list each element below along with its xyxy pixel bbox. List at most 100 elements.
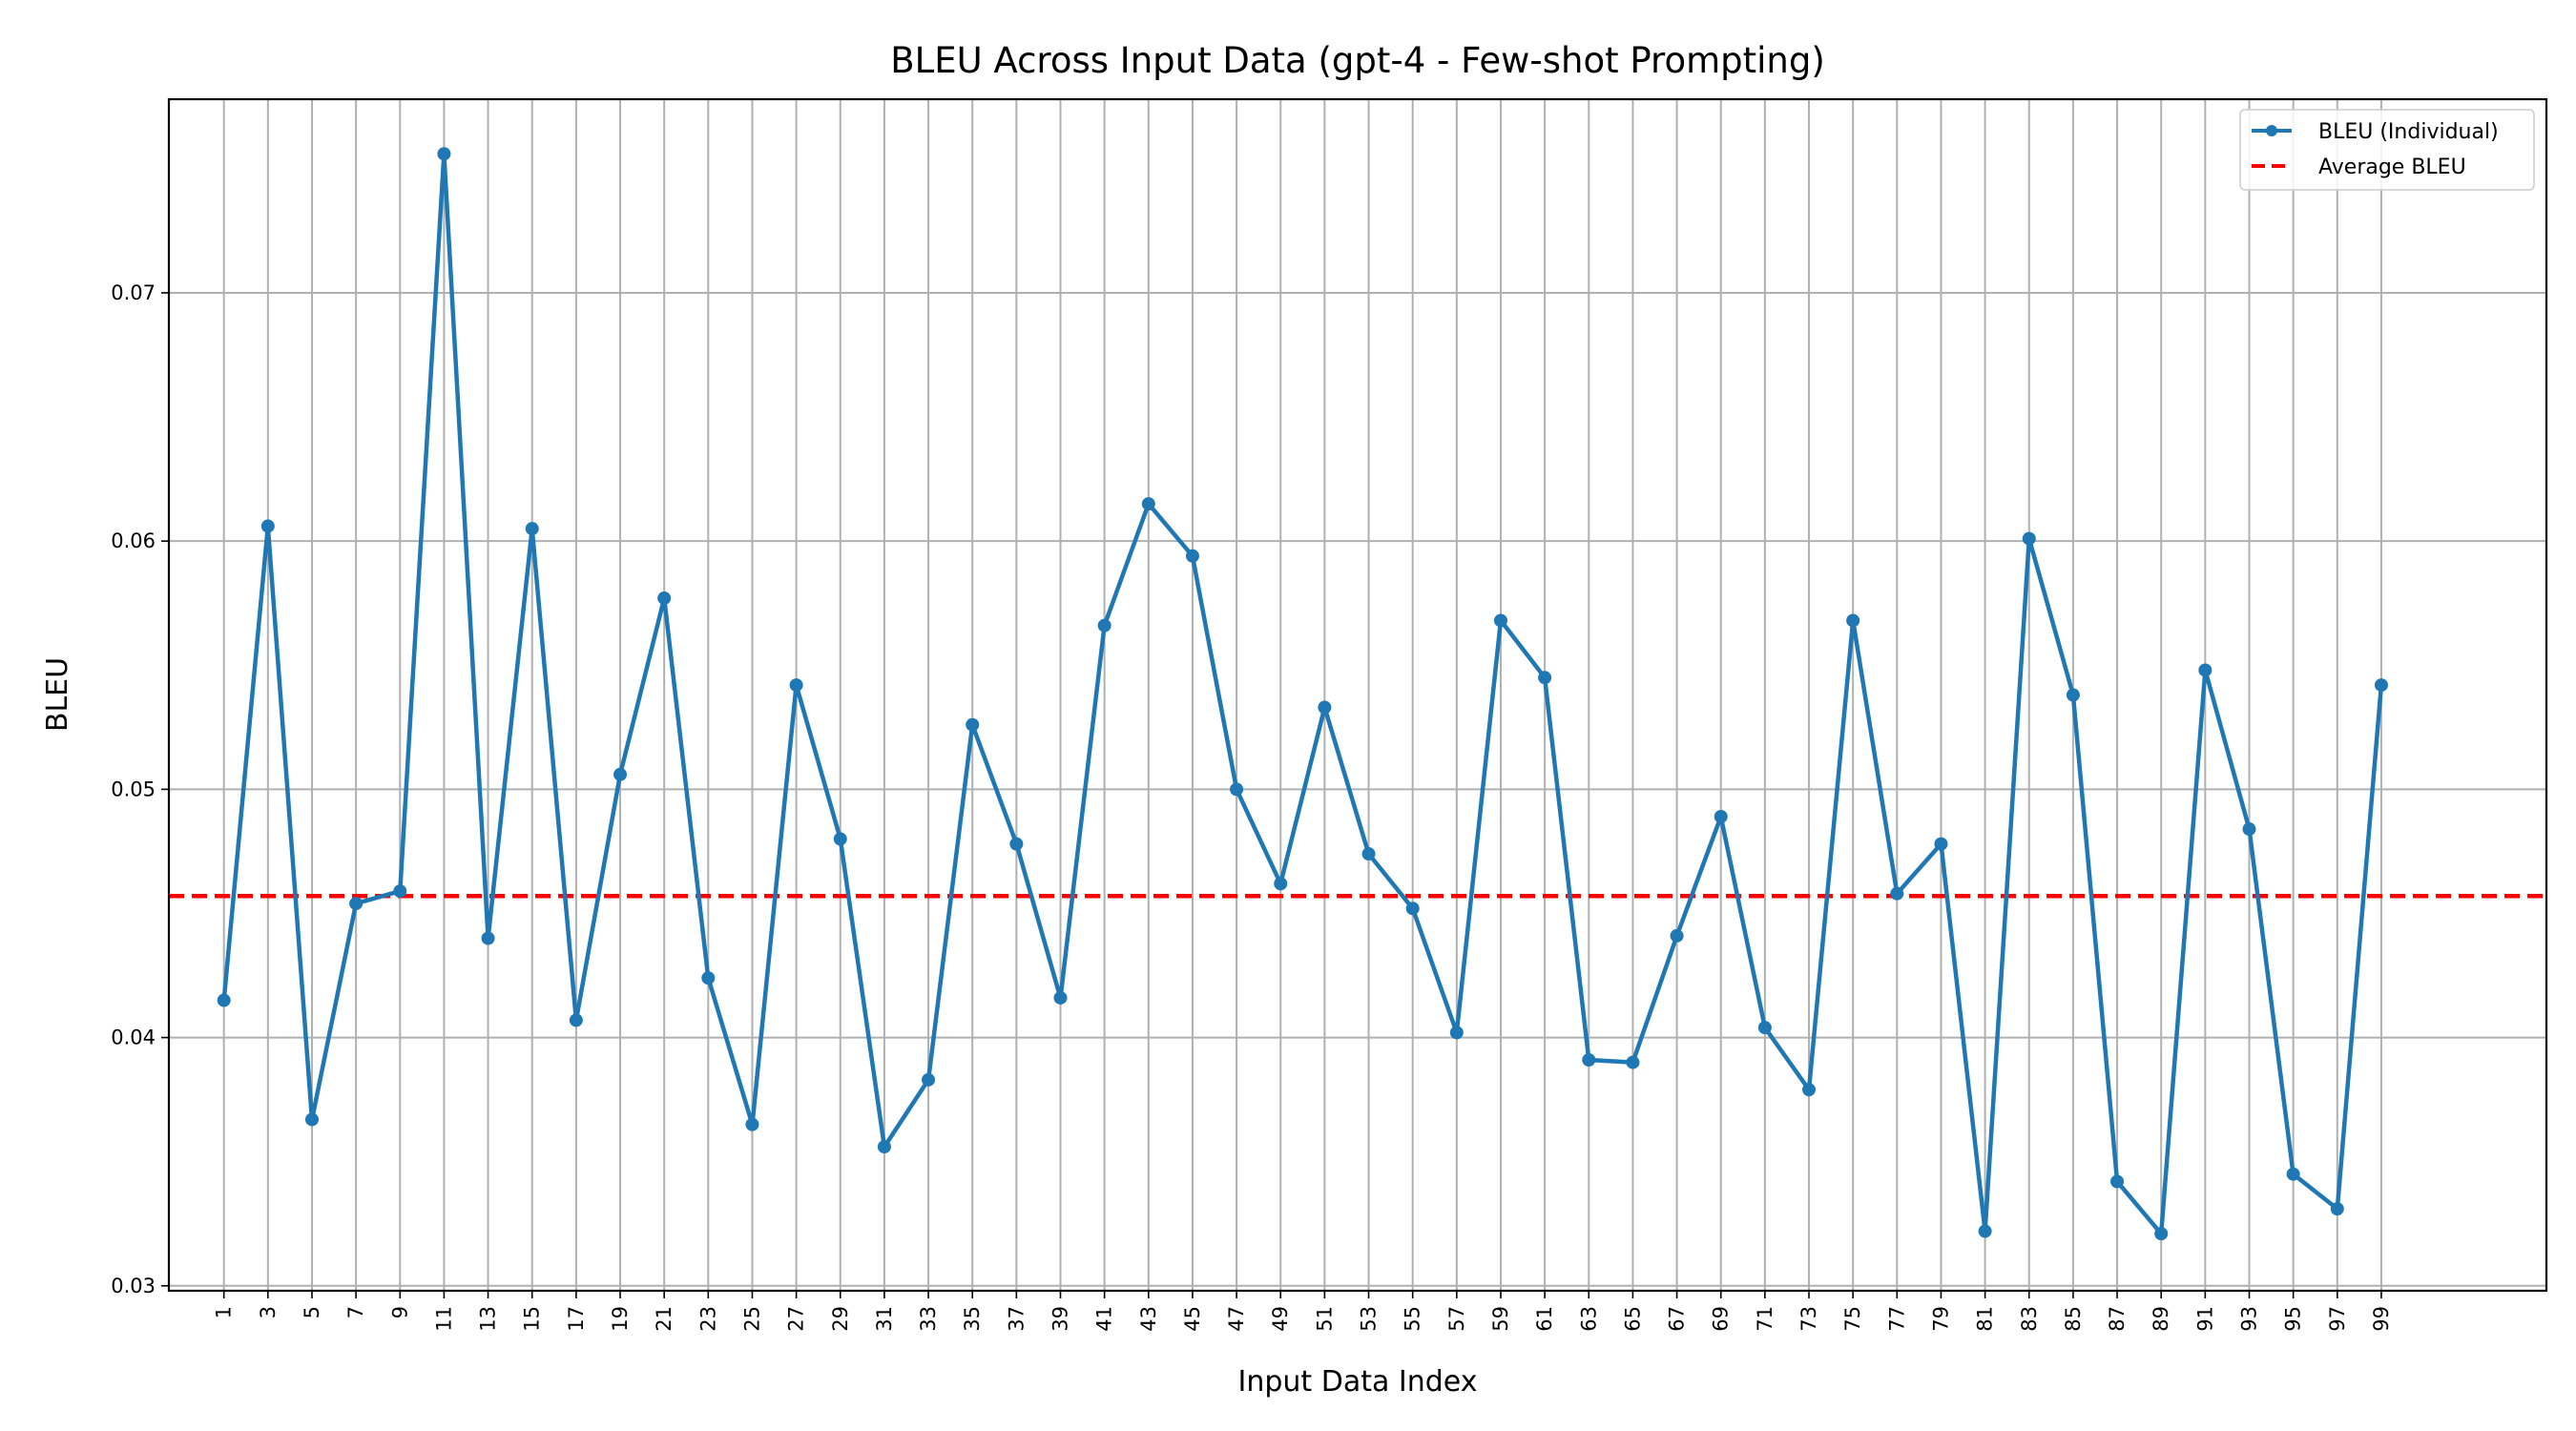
bleu-data-point: [613, 767, 628, 781]
x-tick-label: 13: [477, 1306, 500, 1332]
x-tick-label: 97: [2326, 1306, 2349, 1332]
x-tick-label: 21: [653, 1306, 675, 1332]
x-axis-ticks: 1 3 5 7 9 11 13 15 17 19 21 23 25 27 29 31 33 35 37 39 41 43 4…: [213, 1291, 2393, 1332]
bleu-data-point: [2374, 678, 2388, 693]
x-tick-label: 91: [2193, 1306, 2216, 1332]
x-tick-label: 29: [829, 1306, 852, 1332]
x-tick-label: 5: [301, 1306, 323, 1318]
x-tick-label: 77: [1885, 1306, 1908, 1332]
bleu-data-point: [260, 519, 275, 533]
y-tick-label: 0.03: [111, 1275, 156, 1297]
x-tick-label: 75: [1841, 1306, 1864, 1332]
y-tick-label: 0.05: [111, 778, 156, 800]
bleu-data-point: [2022, 531, 2036, 546]
x-tick-label: 95: [2282, 1306, 2305, 1332]
bleu-data-point: [1582, 1053, 1596, 1068]
bleu-individual-line: [221, 151, 2384, 1236]
bleu-data-point: [1185, 549, 1199, 563]
x-tick-label: 57: [1445, 1306, 1468, 1332]
bleu-data-point: [1449, 1026, 1464, 1040]
legend-marker-bleu-individual: [2266, 125, 2277, 136]
chart-title: BLEU Across Input Data (gpt-4 - Few-shot…: [890, 40, 1825, 81]
x-tick-label: 41: [1093, 1306, 1116, 1332]
bleu-data-point: [217, 993, 231, 1007]
bleu-data-point: [304, 1112, 319, 1127]
y-axis-ticks: 0.03 0.04 0.05 0.06 0.07: [111, 281, 169, 1297]
x-tick-label: 27: [785, 1306, 808, 1332]
x-tick-label: 99: [2370, 1306, 2393, 1332]
bleu-data-point: [1274, 877, 1288, 891]
bleu-data-point: [745, 1117, 759, 1131]
bleu-data-point: [1978, 1224, 1992, 1238]
legend-label-average-bleu: Average BLEU: [2318, 156, 2466, 179]
x-tick-label: 3: [257, 1306, 280, 1318]
x-tick-label: 39: [1049, 1306, 1072, 1332]
y-tick-label: 0.07: [111, 281, 156, 304]
x-tick-label: 89: [2150, 1306, 2172, 1332]
x-tick-label: 35: [961, 1306, 984, 1332]
x-tick-label: 17: [565, 1306, 588, 1332]
bleu-data-point: [437, 147, 451, 161]
bleu-data-point: [1141, 497, 1155, 511]
bleu-data-point: [569, 1013, 583, 1027]
bleu-data-point: [2198, 663, 2212, 677]
x-tick-label: 87: [2106, 1306, 2129, 1332]
x-tick-label: 81: [1974, 1306, 1997, 1332]
bleu-data-point: [1053, 990, 1068, 1005]
x-tick-label: 83: [2018, 1306, 2041, 1332]
x-tick-label: 33: [917, 1306, 940, 1332]
bleu-data-point: [1802, 1083, 1817, 1097]
bleu-data-point: [2330, 1202, 2344, 1216]
x-tick-label: 15: [521, 1306, 544, 1332]
x-axis-label: Input Data Index: [1238, 1365, 1478, 1399]
bleu-data-point: [1097, 618, 1111, 633]
x-tick-label: 9: [388, 1306, 411, 1318]
x-tick-label: 61: [1533, 1306, 1556, 1332]
x-tick-label: 71: [1754, 1306, 1776, 1332]
bleu-data-point: [833, 832, 847, 846]
plot-frame: [167, 97, 2548, 1293]
x-tick-label: 59: [1489, 1306, 1512, 1332]
bleu-data-point: [349, 897, 364, 911]
bleu-data-point: [1670, 928, 1684, 943]
bleu-data-point: [1890, 886, 1904, 901]
bleu-data-point: [1405, 902, 1420, 916]
bleu-data-point: [2242, 822, 2256, 837]
x-tick-label: 53: [1358, 1306, 1381, 1332]
bleu-data-point: [393, 884, 407, 899]
bleu-data-point: [657, 591, 672, 606]
bleu-data-point: [1846, 613, 1860, 628]
legend: BLEU (Individual) Average BLEU: [2239, 109, 2535, 191]
bleu-data-point: [1009, 837, 1024, 851]
y-axis-label: BLEU: [41, 657, 74, 732]
x-tick-label: 7: [344, 1306, 367, 1318]
bleu-data-point: [2154, 1227, 2169, 1241]
x-tick-label: 73: [1797, 1306, 1820, 1332]
x-tick-label: 19: [609, 1306, 632, 1332]
x-tick-label: 47: [1225, 1306, 1248, 1332]
x-tick-label: 45: [1181, 1306, 1204, 1332]
y-tick-label: 0.04: [111, 1027, 156, 1049]
bleu-data-point: [922, 1072, 936, 1087]
x-tick-label: 69: [1710, 1306, 1733, 1332]
y-tick-label: 0.06: [111, 529, 156, 552]
bleu-data-point: [1934, 837, 1948, 851]
bleu-data-point: [1361, 847, 1376, 861]
bleu-data-point: [1230, 782, 1244, 797]
bleu-data-point: [1538, 671, 1552, 685]
bleu-data-point: [1757, 1021, 1772, 1035]
x-tick-label: 51: [1313, 1306, 1336, 1332]
bleu-data-point: [701, 971, 716, 985]
bleu-data-point: [2110, 1174, 2125, 1189]
x-tick-label: 1: [213, 1306, 236, 1318]
x-tick-label: 55: [1402, 1306, 1424, 1332]
bleu-data-point: [1714, 810, 1728, 824]
x-tick-label: 79: [1929, 1306, 1952, 1332]
x-tick-label: 49: [1269, 1306, 1292, 1332]
x-tick-label: 25: [740, 1306, 763, 1332]
x-tick-label: 67: [1666, 1306, 1689, 1332]
bleu-data-point: [1318, 700, 1332, 715]
legend-box: [2239, 109, 2535, 191]
